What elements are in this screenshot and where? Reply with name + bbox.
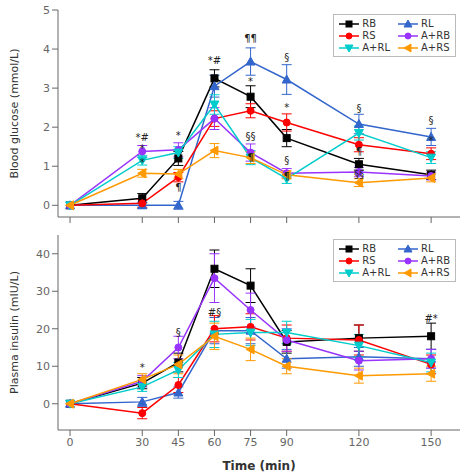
svg-text:*: *	[140, 362, 145, 373]
html-text:A+RL: A+RL	[362, 267, 390, 278]
html-text:A+RS: A+RS	[421, 42, 450, 53]
html-text:RB: RB	[362, 18, 376, 29]
svg-text:*: *	[140, 157, 145, 168]
html-text:RS: RS	[362, 255, 376, 266]
svg-text:75: 75	[244, 436, 258, 449]
svg-text:4: 4	[43, 43, 50, 56]
svg-text:20: 20	[36, 323, 50, 336]
svg-text:2: 2	[43, 121, 50, 134]
svg-text:0: 0	[43, 398, 50, 411]
svg-text:Blood glucose (mmol/L): Blood glucose (mmol/L)	[8, 49, 21, 179]
svg-text:1: 1	[43, 160, 50, 173]
svg-text:¶¶: ¶¶	[244, 33, 257, 44]
svg-text:§: §	[284, 155, 289, 166]
svg-text:§: §	[284, 52, 289, 63]
svg-text:§: §	[356, 103, 361, 114]
svg-text:60: 60	[207, 436, 221, 449]
html-text:RL: RL	[421, 18, 434, 29]
svg-text:Time (min): Time (min)	[222, 459, 295, 473]
svg-text:40: 40	[36, 248, 50, 261]
html-text:RB: RB	[362, 243, 376, 254]
svg-text:90: 90	[280, 436, 294, 449]
svg-text:10: 10	[36, 360, 50, 373]
svg-text:120: 120	[348, 436, 369, 449]
svg-text:*: *	[284, 102, 289, 113]
svg-text:§: §	[176, 327, 181, 338]
html-text:A+RL: A+RL	[362, 42, 390, 53]
html-text:A+RB: A+RB	[421, 255, 450, 266]
svg-text:*#: *#	[208, 55, 221, 66]
svg-text:*#: *#	[136, 132, 149, 143]
svg-text:¶: ¶	[283, 171, 289, 182]
svg-text:Plasma insulin (mIU/L): Plasma insulin (mIU/L)	[8, 271, 21, 394]
svg-text:#§: #§	[208, 307, 221, 318]
svg-text:¶: ¶	[175, 182, 181, 193]
svg-text:¶: ¶	[247, 152, 253, 163]
svg-text:30: 30	[135, 436, 149, 449]
svg-text:45: 45	[171, 436, 185, 449]
svg-text:5: 5	[43, 4, 50, 17]
svg-text:§§: §§	[246, 131, 256, 142]
svg-text:*: *	[248, 76, 253, 87]
html-text:RL: RL	[421, 243, 434, 254]
svg-text:150: 150	[421, 436, 442, 449]
html-text:A+RB: A+RB	[421, 30, 450, 41]
svg-text:§§: §§	[354, 169, 364, 180]
html-text:A+RS: A+RS	[421, 267, 450, 278]
svg-text:*: *	[140, 143, 145, 154]
html-text:RS: RS	[362, 30, 376, 41]
svg-text:¶: ¶	[356, 146, 362, 157]
svg-text:30: 30	[36, 285, 50, 298]
svg-text:0: 0	[43, 199, 50, 212]
svg-text:*: *	[176, 130, 181, 141]
svg-text:0: 0	[67, 436, 74, 449]
svg-text:§: §	[429, 115, 434, 126]
svg-text:*: *	[429, 135, 434, 146]
svg-text:3: 3	[43, 82, 50, 95]
svg-text:#*: #*	[424, 313, 437, 324]
